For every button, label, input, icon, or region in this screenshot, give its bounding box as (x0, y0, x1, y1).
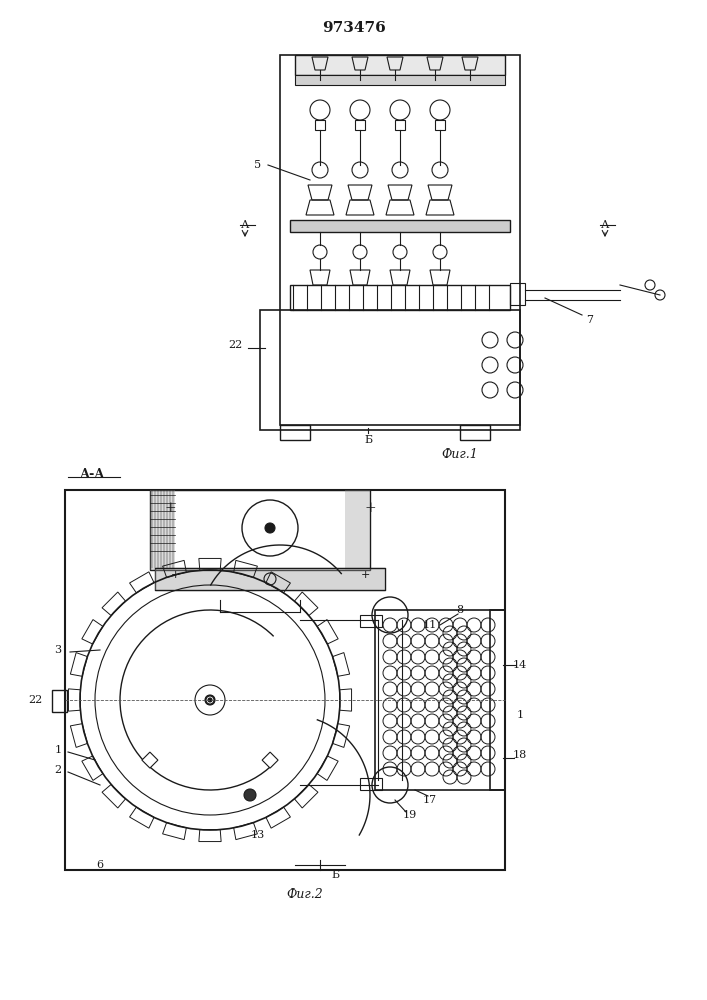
Text: +: + (361, 570, 370, 580)
Bar (490, 610, 505, 790)
Text: Б: Б (364, 435, 372, 445)
Polygon shape (262, 752, 278, 768)
Circle shape (208, 698, 212, 702)
Text: 19: 19 (403, 810, 417, 820)
Bar (155, 568, 385, 590)
Circle shape (265, 523, 275, 533)
Text: 22: 22 (228, 340, 242, 350)
Bar (360, 778, 382, 790)
Text: 7: 7 (587, 315, 593, 325)
Bar (150, 490, 370, 570)
Text: А: А (241, 220, 249, 230)
Text: 3: 3 (54, 645, 62, 655)
Text: Фиг.2: Фиг.2 (286, 888, 323, 902)
Bar (155, 568, 385, 590)
Text: 8: 8 (457, 605, 464, 615)
Text: 1: 1 (516, 710, 524, 720)
Bar (150, 490, 175, 570)
Bar (435, 120, 445, 130)
Circle shape (206, 696, 214, 704)
Bar (65, 490, 505, 870)
Circle shape (244, 789, 256, 801)
Text: 17: 17 (423, 795, 437, 805)
Text: 18: 18 (513, 750, 527, 760)
Bar (460, 425, 490, 440)
Circle shape (205, 695, 215, 705)
Bar (315, 120, 325, 130)
Bar (510, 283, 525, 305)
Text: 22: 22 (28, 695, 42, 705)
Bar (280, 425, 310, 440)
Bar (360, 615, 382, 627)
Text: 11: 11 (423, 620, 437, 630)
Text: 14: 14 (513, 660, 527, 670)
Bar (295, 75, 505, 85)
Text: 1: 1 (54, 745, 62, 755)
Text: А-А: А-А (81, 468, 105, 482)
Bar (345, 490, 370, 570)
Text: 13: 13 (251, 830, 265, 840)
Text: +: + (164, 501, 176, 515)
Bar (395, 120, 405, 130)
Bar (260, 310, 520, 430)
Text: 973476: 973476 (322, 21, 386, 35)
Text: +: + (170, 570, 180, 580)
Bar (375, 610, 505, 790)
Text: 6: 6 (96, 860, 103, 870)
Text: 2: 2 (54, 765, 62, 775)
Text: Б: Б (331, 870, 339, 880)
Bar (290, 285, 510, 310)
Bar (280, 55, 520, 425)
Text: 5: 5 (255, 160, 262, 170)
Bar (355, 120, 365, 130)
Bar (290, 220, 510, 232)
Bar (52, 690, 67, 712)
Text: А: А (601, 220, 609, 230)
Text: Фиг.1: Фиг.1 (442, 448, 479, 462)
Polygon shape (142, 752, 158, 768)
Bar (295, 55, 505, 75)
Text: +: + (364, 501, 376, 515)
